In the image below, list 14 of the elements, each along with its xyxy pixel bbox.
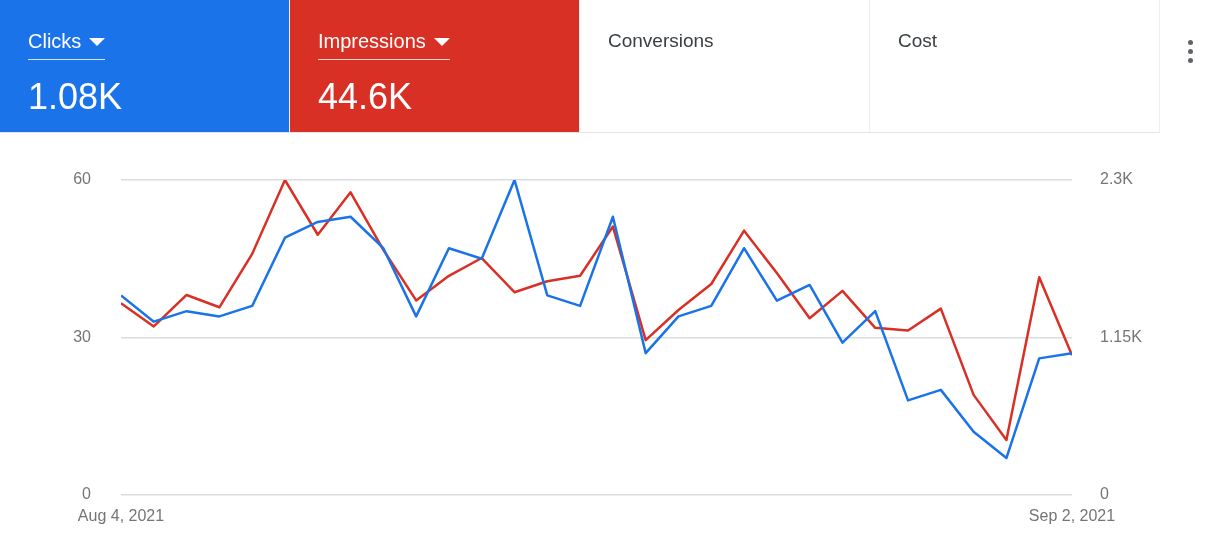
y-tick-label: 60 [73,170,92,188]
text: 44.6K [318,76,413,118]
x-tick-label: Sep 2, 2021 [1028,506,1116,524]
text: Cost [898,30,938,53]
text: Clicks [28,30,82,53]
y2-tick-label: 1.15K [1100,327,1143,345]
y-tick-label: 0 [82,485,92,503]
x-tick-label: Aug 4, 2021 [77,506,165,524]
text: Impressions [318,30,426,53]
y2-tick-label: 2.3K [1100,170,1134,188]
text: Conversions [608,30,714,53]
text: 1.08K [28,76,123,118]
y-tick-label: 30 [73,327,92,345]
y2-tick-label: 0 [1100,485,1109,503]
